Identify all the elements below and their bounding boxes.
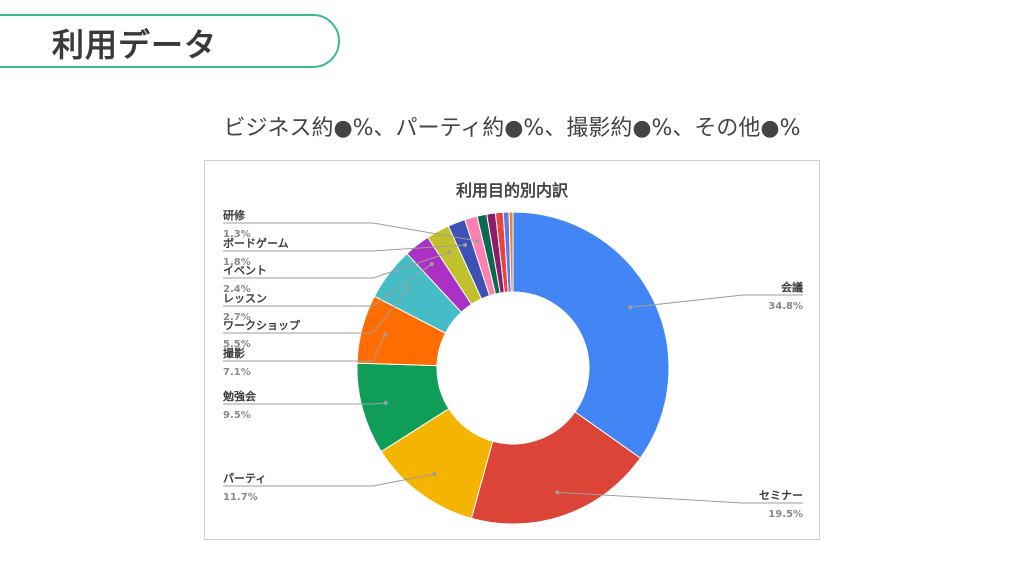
leader-line <box>223 402 386 405</box>
donut-slice-会議 <box>512 211 670 459</box>
page-subtitle: ビジネス約●%、パーティ約●%、撮影約●%、その他●% <box>223 116 801 141</box>
leader-line <box>630 294 803 308</box>
leader-dot <box>463 242 468 247</box>
page-title: 利用データ <box>52 26 218 64</box>
slice-percent: 1.3% <box>223 229 251 240</box>
leader-line <box>223 222 478 242</box>
title-pill <box>0 14 340 68</box>
chart-frame: 利用目的別内訳 会議 34.8% セミナー 19.5% パーティ 11.7% 勉強会 9.5%… <box>204 160 820 540</box>
leader-dot <box>628 305 633 310</box>
slice-label: 撮影 <box>223 346 245 360</box>
slice-percent: 19.5% <box>768 509 803 520</box>
donut-slice-セミナー <box>470 411 642 525</box>
slice-percent: 2.7% <box>223 312 251 323</box>
leader-dot <box>429 261 434 266</box>
slice-label: パーティ <box>223 472 266 485</box>
leader-line <box>223 334 386 362</box>
leader-line <box>223 251 450 279</box>
leader-line <box>223 263 433 307</box>
leader-dot <box>475 238 480 243</box>
leader-dot <box>447 250 452 255</box>
leader-dot <box>555 490 560 495</box>
slice-label: 研修 <box>223 208 246 222</box>
leader-dot <box>383 332 388 337</box>
leader-dot <box>432 472 437 477</box>
leader-line <box>223 244 466 252</box>
slice-label: ボードゲーム <box>223 236 289 250</box>
leader-dot <box>405 286 410 291</box>
donut-slice-other-14 <box>508 211 514 293</box>
slice-percent: 34.8% <box>768 301 803 312</box>
leader-line <box>223 287 409 334</box>
slice-percent: 5.5% <box>223 339 251 350</box>
slice-percent: 7.1% <box>223 367 251 378</box>
leader-line <box>557 491 803 504</box>
chart-title: 利用目的別内訳 <box>455 181 568 200</box>
slice-label: 会議 <box>781 280 803 294</box>
slice-label: セミナー <box>759 489 803 502</box>
slice-percent: 2.4% <box>223 284 251 295</box>
slice-label: ワークショップ <box>223 318 301 332</box>
slice-label: レッスン <box>223 292 267 305</box>
leader-line <box>223 473 435 487</box>
slice-percent: 11.7% <box>223 492 258 503</box>
slice-percent: 9.5% <box>223 410 251 421</box>
slice-label: 勉強会 <box>222 389 257 403</box>
donut-chart: 会議 34.8% セミナー 19.5% パーティ 11.7% 勉強会 9.5% 撮影 7.1% ワー… <box>222 208 803 525</box>
leader-dot <box>383 400 388 405</box>
slice-label: イベント <box>223 264 267 277</box>
slice-percent: 1.8% <box>223 257 251 268</box>
